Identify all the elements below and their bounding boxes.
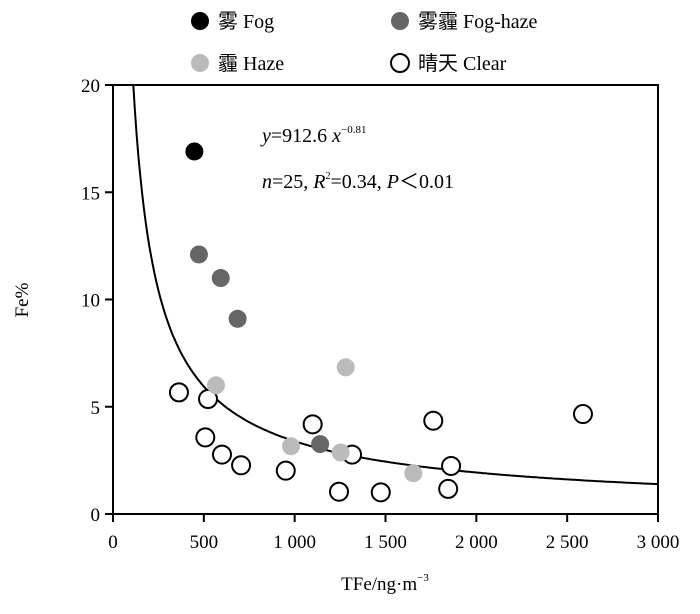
x-axis-label: TFe/ng·m−3	[341, 572, 429, 595]
data-point-haze	[207, 376, 226, 395]
data-point-clear	[168, 382, 189, 403]
data-point-clear	[231, 455, 252, 476]
fit-curve	[132, 84, 659, 486]
legend-label: 雾 Fog	[218, 11, 274, 33]
data-point-fog-haze	[311, 435, 330, 454]
stats-r: R	[312, 171, 325, 193]
x-tick-label: 500	[190, 532, 219, 553]
data-point-clear	[438, 478, 459, 499]
y-tick-label: 15	[81, 183, 100, 204]
data-point-fog	[185, 142, 204, 161]
legend-marker	[391, 12, 409, 30]
data-point-fog-haze	[211, 269, 230, 288]
data-point-clear	[370, 482, 391, 503]
stats-2: =0.34,	[331, 171, 387, 193]
eq-x: x	[331, 125, 341, 147]
eq-exp: −0.81	[341, 124, 366, 136]
data-point-haze	[331, 443, 350, 462]
equation-annotation: y=912.6 x−0.81	[260, 124, 367, 147]
x-tick-label: 3 000	[637, 532, 680, 553]
data-point-clear	[572, 404, 593, 425]
stats-r-sup: 2	[326, 171, 331, 182]
stats-3: ＜0.01	[399, 171, 454, 193]
data-point-clear	[195, 427, 216, 448]
y-tick-label: 5	[91, 398, 101, 419]
data-point-clear	[302, 414, 323, 435]
stats-n: n	[262, 171, 272, 193]
data-point-fog-haze	[228, 309, 247, 328]
x-tick-label: 1 000	[273, 532, 316, 553]
stats-annotation: n=25, R2=0.34, P＜0.01	[262, 171, 454, 193]
data-point-clear	[212, 444, 232, 465]
data-point-haze	[282, 437, 301, 456]
x-tick-label: 2 500	[546, 532, 589, 553]
legend-marker	[191, 54, 209, 72]
eq-y: y	[260, 125, 271, 147]
stats-1: =25,	[272, 171, 313, 193]
data-point-haze	[336, 358, 355, 377]
y-tick-label: 20	[81, 76, 100, 97]
y-tick-label: 10	[81, 291, 100, 312]
y-axis-label: Fe%	[12, 282, 33, 317]
stats-p: P	[386, 171, 399, 193]
x-axis-label-sup: −3	[417, 572, 429, 584]
data-point-clear	[328, 481, 349, 502]
data-point-haze	[404, 464, 423, 483]
data-point-clear	[198, 389, 219, 410]
y-tick-label: 0	[91, 505, 101, 526]
legend-label: 雾霾 Fog-haze	[418, 11, 538, 33]
legend-label: 霾 Haze	[218, 53, 284, 75]
data-point-clear	[423, 410, 444, 431]
x-tick-label: 1 500	[364, 532, 407, 553]
x-tick-label: 0	[108, 532, 118, 553]
legend-label: 晴天 Clear	[418, 52, 507, 75]
data-point-clear	[275, 460, 296, 481]
legend-marker	[191, 12, 209, 30]
legend: 雾 Fog 雾霾 Fog-haze 霾 Haze 晴天 Clear	[191, 11, 538, 75]
data-point-fog-haze	[189, 245, 208, 264]
data-point-clear	[441, 455, 462, 476]
eq-mid: =912.6	[271, 125, 332, 147]
legend-marker	[390, 53, 410, 73]
x-tick-label: 2 000	[455, 532, 498, 553]
x-axis-label-main: TFe/ng·m	[341, 574, 417, 595]
